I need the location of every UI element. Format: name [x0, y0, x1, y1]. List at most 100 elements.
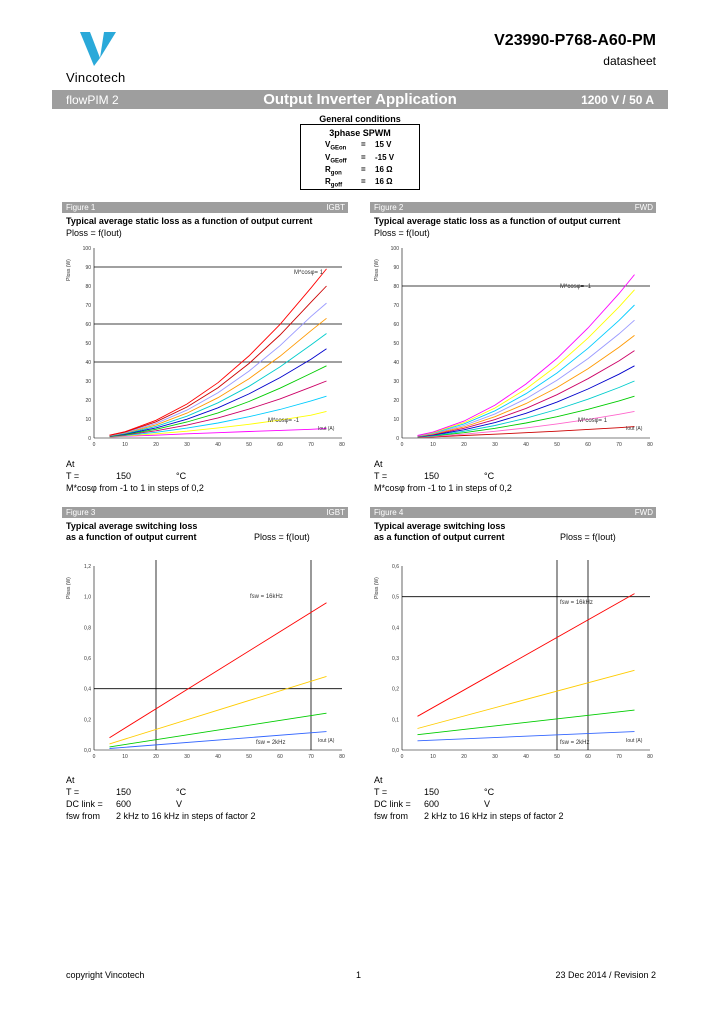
general-conditions-heading: 3phase SPWM [329, 128, 391, 138]
vincotech-logo-icon [80, 32, 116, 66]
x-tick-label: 10 [430, 442, 436, 448]
condition-row: Rgon = 16 Ω [325, 165, 393, 177]
figure-2-chart: 0 10 20 30 40 50 60 70 80 90 100 0 10 20 30 40 50 60 70 80 P… [374, 246, 653, 448]
y-tick-label: 60 [85, 322, 91, 328]
x-tick-label: 0 [401, 442, 404, 448]
y-tick-label: 100 [391, 246, 400, 252]
series-line [109, 333, 327, 437]
series-line [417, 410, 635, 438]
figure-tag: IGBT [326, 508, 345, 517]
series-line [417, 731, 635, 742]
banner-title: Output Inverter Application [263, 91, 457, 108]
series-line [417, 426, 635, 438]
y-tick-label: 40 [85, 360, 91, 366]
footer-copyright: copyright Vincotech [66, 970, 145, 980]
series-line [109, 285, 327, 436]
y-tick-label: 0,2 [84, 717, 91, 723]
figure-2-formula: Ploss = f(Iout) [374, 228, 430, 238]
figure-2-bar: Figure 2 FWD [370, 202, 656, 213]
footer-page-number: 1 [356, 970, 362, 980]
y-tick-label: 1,0 [84, 595, 91, 601]
x-tick-label: 10 [122, 754, 128, 760]
x-tick-label: 20 [153, 442, 159, 448]
x-tick-label: 70 [308, 442, 314, 448]
x-tick-label: 50 [554, 754, 560, 760]
curve-label-top: M*cosφ= -1 [560, 284, 592, 290]
series-line [417, 289, 635, 437]
x-axis-label: Iout (A) [318, 426, 335, 432]
series-line [417, 319, 635, 437]
y-tick-label: 10 [85, 417, 91, 423]
series-line [109, 395, 327, 438]
y-tick-label: 0,0 [392, 748, 399, 754]
y-tick-label: 0,8 [84, 625, 91, 631]
condition-row: VGEon = 15 V [325, 140, 392, 152]
figure-tag: FWD [634, 508, 653, 517]
y-tick-label: 0,6 [84, 656, 91, 662]
x-tick-label: 0 [93, 442, 96, 448]
series-line [109, 348, 327, 437]
x-axis-label: Iout (A) [626, 426, 643, 432]
curve-label-top: fsw = 16kHz [250, 594, 283, 600]
y-axis-label: Ploss (W) [66, 577, 72, 599]
banner-rating: 1200 V / 50 A [581, 93, 654, 107]
y-tick-label: 60 [393, 322, 399, 328]
series-line [417, 669, 635, 729]
y-tick-label: 10 [393, 417, 399, 423]
series-line [109, 410, 327, 438]
series-line [109, 602, 327, 739]
y-axis-label: Ploss (W) [374, 577, 380, 599]
figure-1-chart: 0 10 20 30 40 50 60 70 80 90 100 0 10 20 30 40 50 60 70 80 P… [66, 246, 345, 448]
figure-3-chart: 0,0 0,2 0,4 0,6 0,8 1,0 1,2 0 10 20 30 40 50 60 70 80 Pl… [66, 560, 345, 760]
y-tick-label: 20 [85, 398, 91, 404]
figure-2-notes: At T = 150 °C M*cosφ from -1 to 1 in steps… [374, 459, 512, 493]
figure-4-chart: 0,0 0,1 0,2 0,3 0,4 0,5 0,6 0 10 20 30 40 50 60 70 80 Pl… [374, 560, 653, 760]
document-number: V23990-P768-A60-PM [494, 32, 656, 49]
y-tick-label: 100 [83, 246, 92, 252]
x-tick-label: 40 [523, 442, 529, 448]
figure-1-title: Typical average static loss as a functio… [66, 216, 313, 226]
series-line [109, 380, 327, 437]
figure-4-bar: Figure 4 FWD [370, 507, 656, 518]
x-tick-label: 20 [153, 754, 159, 760]
x-tick-label: 60 [585, 442, 591, 448]
figure-tag: FWD [634, 203, 653, 212]
x-tick-label: 50 [554, 442, 560, 448]
x-tick-label: 80 [339, 754, 345, 760]
y-tick-label: 0,0 [84, 748, 91, 754]
x-tick-label: 30 [492, 754, 498, 760]
y-tick-label: 80 [85, 284, 91, 290]
figure-4-title: Typical average switching loss as a func… [374, 521, 506, 542]
y-tick-label: 0,2 [392, 687, 399, 693]
curve-label-top: fsw = 16kHz [560, 600, 593, 606]
x-tick-label: 70 [308, 754, 314, 760]
y-tick-label: 50 [85, 341, 91, 347]
figure-3-bar: Figure 3 IGBT [62, 507, 348, 518]
series-line [109, 428, 327, 438]
y-tick-label: 0,4 [84, 687, 91, 693]
document-type: datasheet [603, 54, 656, 68]
x-axis-label: Iout (A) [626, 738, 643, 744]
y-tick-label: 0,3 [392, 656, 399, 662]
general-conditions-title: General conditions [319, 114, 401, 124]
y-tick-label: 0 [88, 436, 91, 442]
series-line [417, 350, 635, 437]
y-tick-label: 0,6 [392, 564, 399, 570]
figure-tag: IGBT [326, 203, 345, 212]
general-conditions-box: 3phase SPWM VGEon = 15 V VGEoff = -15 V … [300, 124, 420, 190]
figure-1-notes: At T = 150 °C M*cosφ from -1 to 1 in steps… [66, 459, 204, 493]
series-line [417, 380, 635, 438]
series-line [109, 365, 327, 437]
x-tick-label: 10 [430, 754, 436, 760]
x-tick-label: 60 [277, 442, 283, 448]
figure-label: Figure 2 [374, 203, 404, 212]
y-tick-label: 0,1 [392, 717, 399, 723]
series-line [109, 317, 327, 437]
section-banner: flowPIM 2 Output Inverter Application 12… [52, 90, 668, 109]
y-axis-label: Ploss (W) [66, 259, 72, 281]
y-tick-label: 50 [393, 341, 399, 347]
y-tick-label: 80 [393, 284, 399, 290]
figure-3-title: Typical average switching loss as a func… [66, 521, 198, 542]
series-line [417, 274, 635, 436]
footer-revision: 23 Dec 2014 / Revision 2 [555, 970, 656, 980]
